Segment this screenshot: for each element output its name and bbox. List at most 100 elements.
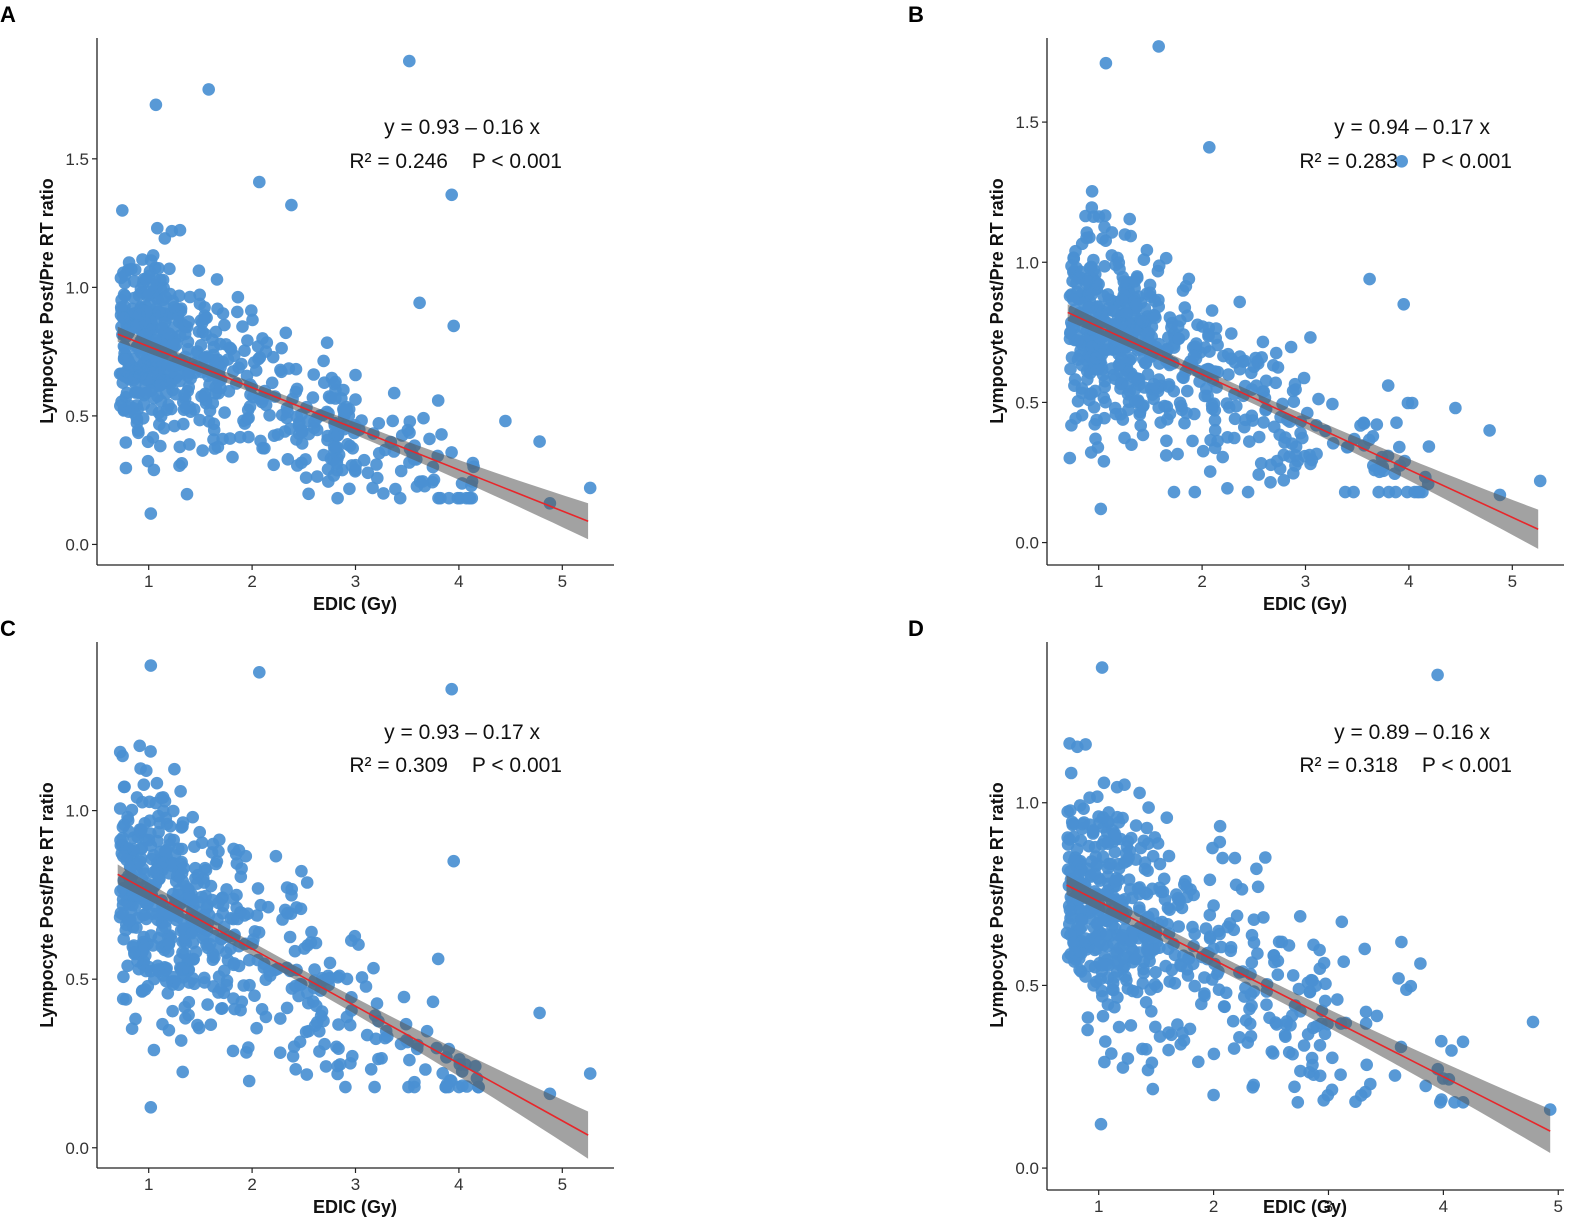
data-point [332, 1018, 345, 1031]
data-point [1136, 315, 1149, 329]
data-point [1304, 331, 1317, 344]
data-point [1287, 395, 1301, 409]
data-point [1137, 253, 1151, 266]
data-point [195, 890, 208, 904]
data-point [243, 400, 257, 413]
r-squared-label: R² = 0.309 [349, 754, 448, 777]
data-point [1124, 1019, 1138, 1032]
data-point [193, 413, 206, 427]
data-point [168, 762, 181, 776]
data-point [1370, 418, 1384, 431]
y-axis-ticks: 0.0 0.5 1.0 1.5 [1015, 113, 1047, 553]
data-point [178, 388, 191, 402]
data-point [313, 1045, 326, 1058]
data-point [143, 795, 156, 809]
data-point [1241, 485, 1255, 499]
data-point [198, 351, 212, 364]
data-point [1318, 994, 1332, 1008]
data-point [136, 363, 150, 377]
data-point [151, 221, 164, 235]
data-point [1243, 435, 1256, 448]
data-point [321, 429, 335, 443]
data-point [1266, 1047, 1280, 1060]
data-point [1149, 1020, 1162, 1034]
data-point [403, 54, 416, 68]
data-point [212, 896, 225, 910]
data-point [235, 357, 248, 371]
x-tick-label: 3 [351, 572, 360, 591]
x-axis-ticks: 1 2 3 4 5 [1094, 565, 1517, 591]
data-point [1372, 485, 1385, 499]
data-point [1338, 485, 1352, 499]
data-point [329, 441, 343, 455]
x-tick-label: 5 [1508, 572, 1517, 591]
data-point [144, 929, 158, 942]
data-point [1162, 378, 1176, 391]
data-point [1142, 326, 1156, 340]
data-point [1140, 243, 1154, 257]
data-point [148, 972, 161, 986]
data-point [1141, 1063, 1155, 1077]
data-point [1382, 485, 1396, 499]
data-point [1118, 431, 1131, 445]
data-point [1245, 956, 1259, 969]
regression-line-path [1066, 884, 1551, 1132]
y-axis-title: Lympocyte Post/Pre RT ratio [37, 178, 57, 423]
data-point [1141, 368, 1155, 381]
data-point [246, 313, 259, 327]
data-point [195, 390, 208, 403]
data-point [281, 906, 294, 920]
x-tick-label: 5 [1554, 1197, 1563, 1216]
data-point [206, 333, 219, 347]
data-point [1203, 873, 1217, 887]
data-point [1245, 366, 1258, 380]
data-point [154, 273, 167, 287]
data-point [379, 1031, 392, 1045]
data-point [196, 444, 209, 457]
data-point [192, 264, 206, 278]
data-point [1137, 966, 1151, 980]
data-point [533, 435, 546, 448]
data-point [1259, 374, 1273, 388]
data-point [1257, 911, 1270, 924]
r-squared-label: R² = 0.246 [349, 150, 448, 173]
confidence-band-area [1067, 304, 1539, 549]
data-point [1074, 834, 1088, 847]
data-point [1063, 903, 1077, 917]
data-point [1098, 380, 1111, 394]
data-point [1288, 1080, 1301, 1094]
data-point [240, 369, 254, 383]
data-point [147, 849, 160, 862]
regression-line-path [117, 873, 589, 1136]
data-point [1095, 348, 1109, 361]
data-point [1395, 155, 1408, 168]
data-point [177, 417, 190, 431]
data-point [1153, 857, 1167, 871]
data-point [1174, 1038, 1187, 1051]
data-point [1269, 346, 1283, 360]
data-point [386, 414, 400, 428]
data-point [1112, 1020, 1126, 1034]
data-point [129, 1012, 142, 1026]
data-point [114, 833, 127, 847]
data-point [193, 825, 206, 839]
data-point [163, 262, 176, 276]
data-point [1222, 368, 1235, 381]
data-point [306, 391, 320, 404]
data-point [394, 464, 408, 478]
confidence-band [117, 864, 589, 1159]
data-point [144, 1101, 158, 1114]
data-point [1483, 424, 1496, 437]
data-point [196, 931, 210, 945]
data-point [366, 481, 379, 495]
data-point [1257, 416, 1270, 429]
data-point [143, 384, 157, 398]
data-point [144, 659, 158, 672]
data-point [130, 416, 144, 430]
data-point [259, 1010, 273, 1024]
data-point [1326, 1051, 1339, 1065]
data-point [122, 914, 136, 927]
data-point [226, 1044, 240, 1058]
x-axis-title: EDIC (Gy) [313, 594, 397, 614]
data-point [1214, 940, 1228, 954]
